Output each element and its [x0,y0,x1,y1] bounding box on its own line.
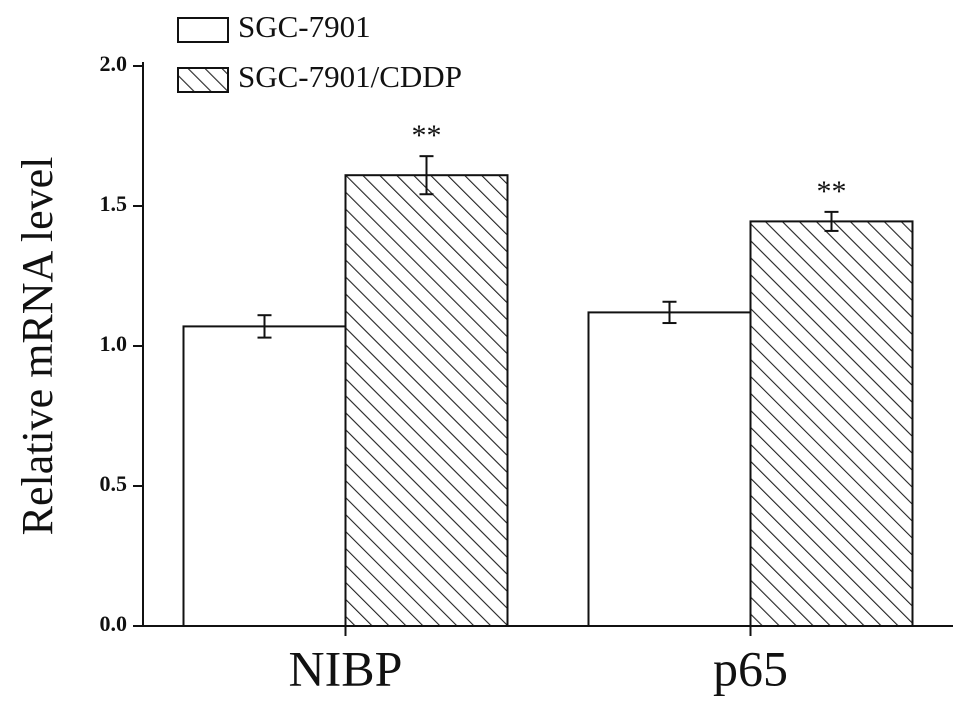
y-tick-label: 1.0 [100,331,128,356]
error-bar [662,300,677,325]
bar [344,174,509,627]
y-axis-title: Relative mRNA level [13,157,62,536]
error-bar [257,314,272,339]
x-tick-label: NIBP [289,640,403,696]
error-bar [824,210,839,232]
bar [587,311,752,627]
significance: ** [412,119,442,152]
error-bar [419,155,434,196]
y-tick-label: 0.0 [100,611,128,636]
legend-label: SGC-7901/CDDP [238,59,462,94]
legend-swatch [177,17,229,43]
legend-swatch [177,67,229,93]
bar [749,220,914,627]
significance: ** [817,175,847,208]
y-tick-label: 1.5 [100,191,128,216]
x-tick-label: p65 [713,640,788,696]
bar [182,325,347,627]
legend-label: SGC-7901 [238,9,371,44]
y-tick-label: 2.0 [100,51,128,76]
y-tick-label: 0.5 [100,471,128,496]
